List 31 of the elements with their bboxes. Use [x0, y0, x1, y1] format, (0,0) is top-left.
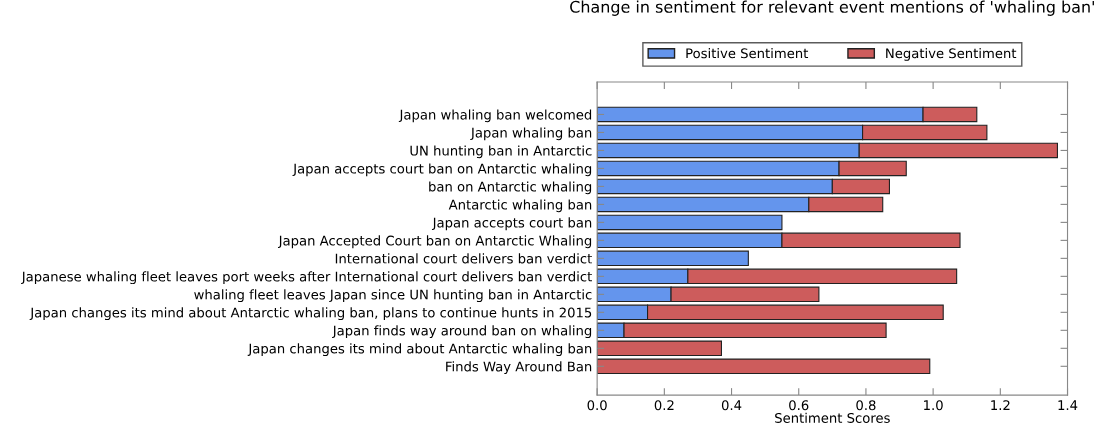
y-tick-label: Japan changes its mind about Antarctic whaling ban — [247, 343, 592, 357]
y-tick-label: Antarctic whaling ban — [448, 199, 592, 213]
chart-title: Change in sentiment for relevant event mentions of 'whaling ban' — [570, 0, 1094, 16]
legend-label: Negative Sentiment — [886, 48, 1017, 61]
y-tick-label: Japanese whaling fleet leaves port weeks after International court delivers ban verdict — [21, 271, 592, 285]
legend-label: Positive Sentiment — [686, 48, 809, 59]
x-tick-label: 0.8 — [856, 400, 876, 411]
y-tick-label: Japan finds way around ban on whaling — [332, 325, 592, 339]
bar — [597, 358, 931, 375]
x-tick-label: 1.0 — [924, 400, 943, 411]
bar — [597, 250, 749, 267]
y-tick-label: International court delivers ban verdict — [335, 253, 592, 264]
x-tick-label: 1.4 — [1058, 400, 1078, 410]
y-tick-label: Japan accepts court ban — [431, 217, 592, 231]
y-tick-label: UN hunting ban in Antarctic — [410, 145, 592, 159]
y-tick-label: Japan whaling ban — [470, 127, 592, 141]
x-tick-label: 0.6 — [789, 400, 809, 411]
x-tick-label: 0.2 — [654, 400, 674, 411]
bar — [597, 214, 783, 231]
x-tick-label: 0.0 — [587, 400, 607, 411]
y-tick-label: Japan changes its mind about Antarctic whaling ban, plans to continue hunts in 2015 — [29, 307, 592, 321]
x-tick-label: 1.2 — [991, 400, 1010, 410]
y-tick-label: Japan accepts court ban on Antarctic whaling — [292, 163, 592, 177]
x-tick-label: 0.4 — [721, 400, 742, 411]
y-tick-label: Japan whaling ban welcomed — [398, 109, 592, 123]
y-tick-label: Japan Accepted Court ban on Antarctic Whaling — [277, 235, 592, 249]
y-tick-label: ban on Antarctic whaling — [429, 181, 592, 195]
y-tick-label: Finds Way Around Ban — [446, 361, 592, 375]
bar — [597, 340, 723, 357]
x-axis-title: Sentiment Scores — [775, 412, 890, 423]
y-tick-label: whaling fleet leaves Japan since UN hunting ban in Antarctic — [194, 289, 592, 303]
